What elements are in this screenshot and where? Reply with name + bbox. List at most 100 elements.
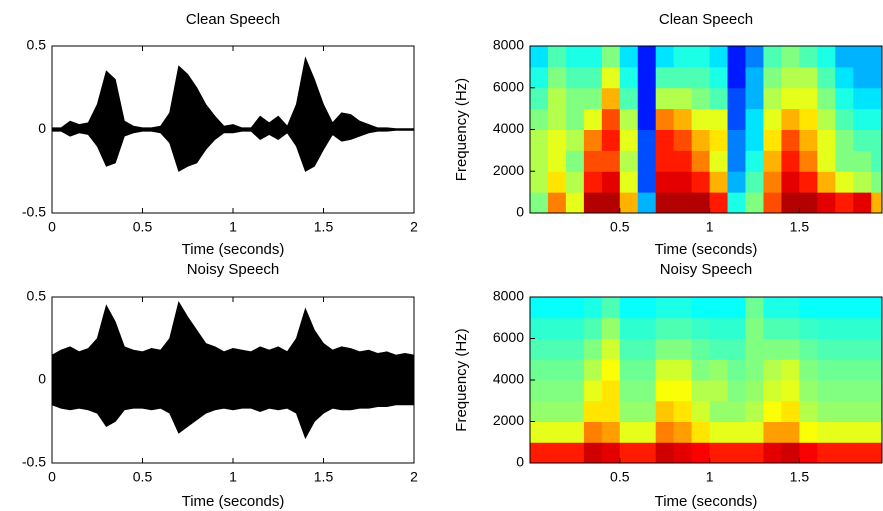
x-tick-label: 0 — [48, 219, 56, 235]
spectrogram-cell — [835, 46, 854, 68]
spectrogram-cell — [691, 400, 711, 422]
spectrogram-cell — [655, 317, 675, 339]
spectrogram-cell — [781, 297, 800, 319]
spectrogram-cell — [637, 359, 657, 381]
spectrogram-cell — [583, 297, 603, 319]
spectrogram-cell — [655, 380, 675, 402]
spectrogram-cell — [799, 66, 818, 89]
spectrogram-cell — [853, 192, 872, 213]
spectrogram-cell — [637, 129, 657, 151]
spectrogram-cell — [871, 66, 882, 89]
spectrogram-cell — [799, 317, 818, 339]
spectrogram-cell — [799, 87, 818, 110]
spectrogram-cell — [601, 359, 621, 381]
spectrogram-cell — [565, 297, 585, 319]
spectrogram-cell — [745, 46, 764, 68]
spectrogram-cell — [745, 421, 764, 443]
spectrogram-cell — [673, 338, 693, 360]
spectrogram-cell — [619, 400, 639, 422]
x-tick-label: 2 — [410, 469, 418, 485]
x-tick-label: 0.5 — [610, 469, 630, 485]
spectrogram-cell — [637, 108, 657, 130]
spectrogram-cell — [583, 87, 603, 110]
spectrogram-cell — [709, 442, 729, 463]
spectrogram-cell — [547, 317, 567, 339]
spectrogram-cell — [799, 171, 818, 193]
x-tick-label: 1 — [706, 219, 714, 235]
spectrogram-cell — [871, 297, 882, 319]
spectrogram-cell — [583, 359, 603, 381]
spectrogram-cell — [871, 400, 882, 422]
spectrogram-cell — [835, 442, 854, 463]
spectrogram-cell — [781, 380, 800, 402]
spectrogram-cell — [727, 150, 747, 172]
spectrogram-cell — [619, 87, 639, 110]
spectrogram-cell — [565, 108, 585, 130]
spectrogram-cell — [835, 171, 854, 193]
y-tick-label: 8000 — [493, 288, 524, 304]
spectrogram-cell — [727, 46, 747, 68]
spectrogram-cell — [853, 87, 872, 110]
spectrogram-cell — [673, 297, 693, 319]
spectrogram-cell — [817, 421, 836, 443]
spectrogram-cell — [817, 400, 836, 422]
spectrogram-cell — [871, 338, 882, 360]
y-tick-label: 2000 — [493, 412, 524, 428]
spectrogram-cell — [709, 380, 729, 402]
spectrogram-cell — [601, 129, 621, 151]
y-tick-label: 6000 — [493, 329, 524, 345]
spectrogram-cell — [817, 171, 836, 193]
spectrogram-cell — [871, 150, 882, 172]
x-tick-label: 1.5 — [314, 469, 334, 485]
spectrogram-cell — [781, 66, 800, 89]
chart-title: Clean Speech — [186, 11, 280, 28]
spectrogram-cell — [691, 380, 711, 402]
spectrogram-cell — [583, 442, 603, 463]
spectrogram-cell — [547, 192, 567, 213]
spectrogram-cell — [583, 46, 603, 68]
spectrogram-cell — [727, 317, 747, 339]
spectrogram-cell — [691, 317, 711, 339]
spectrogram-cell — [727, 87, 747, 110]
spectrogram-cell — [835, 192, 854, 213]
spectrogram-cell — [547, 442, 567, 463]
spectrogram-cell — [709, 150, 729, 172]
spectrogram-cell — [673, 400, 693, 422]
spectrogram-cell — [530, 380, 549, 402]
spectrogram-cell — [530, 317, 549, 339]
spectrogram-cell — [673, 421, 693, 443]
spectrogram-cell — [565, 442, 585, 463]
spectrogram-cell — [871, 171, 882, 193]
spectrogram-cell — [637, 87, 657, 110]
spectrogram-cell — [530, 192, 549, 213]
spectrogram-cell — [853, 150, 872, 172]
spectrogram-cell — [655, 359, 675, 381]
spectrogram-cell — [637, 442, 657, 463]
spectrogram-cell — [709, 317, 729, 339]
spectrogram-cell — [799, 297, 818, 319]
spectrogram-cell — [601, 338, 621, 360]
spectrogram-cell — [763, 359, 782, 381]
spectrogram-cell — [781, 338, 800, 360]
x-tick-label: 1 — [229, 219, 237, 235]
waveform-envelope — [51, 56, 415, 172]
spectrogram-cell — [709, 46, 729, 68]
spectrogram-cell — [817, 66, 836, 89]
y-tick-label: 0 — [516, 454, 524, 470]
spectrogram-cell — [547, 359, 567, 381]
spectrogram-cell — [799, 338, 818, 360]
spectrogram-cell — [691, 338, 711, 360]
spectrogram-cell — [547, 297, 567, 319]
spectrogram-cell — [835, 359, 854, 381]
spectrogram-cell — [691, 171, 711, 193]
spectrogram-cell — [763, 297, 782, 319]
x-tick-label: 1 — [229, 469, 237, 485]
y-axis-label: Frequency (Hz) — [453, 328, 470, 431]
spectrogram-cell — [799, 129, 818, 151]
spectrogram-cell — [835, 87, 854, 110]
spectrogram-cell — [727, 380, 747, 402]
spectrogram-cell — [565, 46, 585, 68]
spectrogram-cell — [655, 171, 675, 193]
spectrogram-cell — [871, 108, 882, 130]
spectrogram-cell — [565, 338, 585, 360]
